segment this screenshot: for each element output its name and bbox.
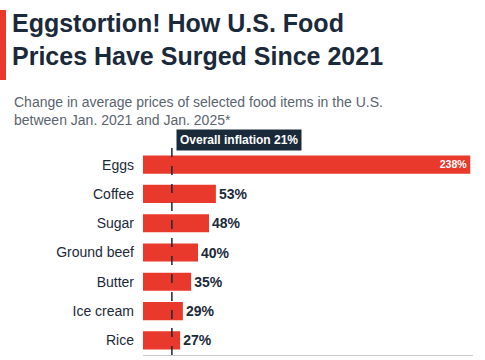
- svg-text:Butter: Butter: [97, 274, 135, 290]
- svg-text:29%: 29%: [186, 303, 215, 319]
- svg-text:Ice cream: Ice cream: [73, 303, 134, 319]
- svg-text:238%: 238%: [440, 158, 468, 170]
- svg-text:Eggs: Eggs: [102, 157, 134, 173]
- svg-text:Rice: Rice: [106, 332, 134, 348]
- svg-text:Coffee: Coffee: [93, 186, 134, 202]
- svg-text:53%: 53%: [219, 186, 248, 202]
- svg-text:Overall inflation 21%: Overall inflation 21%: [180, 133, 298, 147]
- svg-text:27%: 27%: [183, 332, 212, 348]
- svg-text:Change in average prices of se: Change in average prices of selected foo…: [14, 94, 383, 128]
- svg-text:48%: 48%: [212, 215, 241, 231]
- svg-text:40%: 40%: [201, 245, 230, 261]
- svg-text:Eggstortion! How U.S. FoodPric: Eggstortion! How U.S. FoodPrices Have Su…: [12, 9, 383, 70]
- svg-text:35%: 35%: [194, 274, 223, 290]
- svg-text:Ground beef: Ground beef: [56, 244, 134, 260]
- svg-text:Sugar: Sugar: [97, 215, 135, 231]
